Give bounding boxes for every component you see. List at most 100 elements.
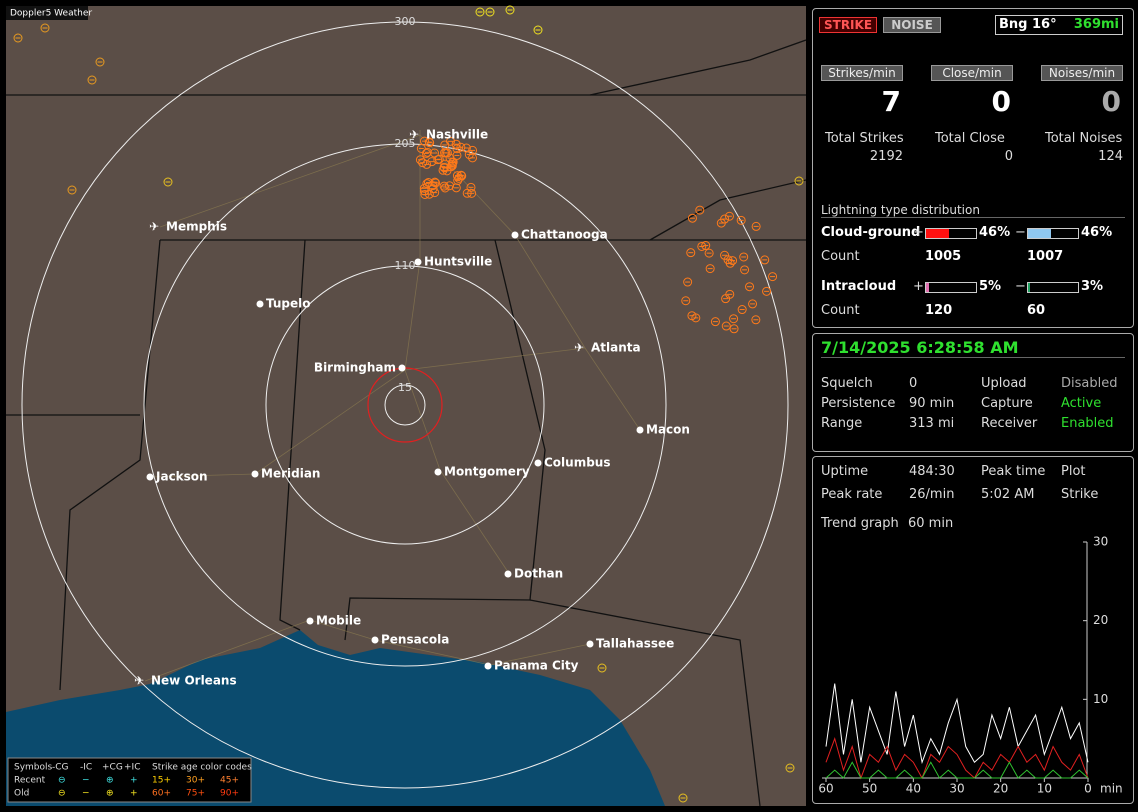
total-value: 0 (1004, 149, 1013, 164)
rate-value: 0 (991, 85, 1011, 118)
status-text: Range (821, 416, 863, 431)
strike-symbol (686, 248, 696, 258)
strike-button[interactable]: STRIKE (819, 17, 877, 33)
trend-text: Plot (1061, 464, 1086, 479)
status-text: Upload (981, 376, 1027, 391)
legend-symbol: ⊖ (58, 789, 66, 799)
status-text: Active (1061, 396, 1102, 411)
strike-symbol (485, 7, 495, 17)
strike-symbol (416, 143, 426, 153)
city-label: Memphis (166, 220, 227, 234)
strike-symbol (736, 215, 746, 225)
trend-panel: Uptime 484:30 Peak time Plot Peak rate 26/min… (812, 456, 1134, 804)
dist-label: Intracloud (821, 279, 897, 294)
status-text: Squelch (821, 376, 873, 391)
strike-symbol (683, 277, 693, 287)
city-dot (434, 468, 442, 476)
trend-label: Trend graph (821, 516, 899, 531)
state-lines (6, 39, 806, 806)
trend-text: Strike (1061, 487, 1099, 502)
airport-icon: ✈ (134, 674, 144, 688)
airport-icon: ✈ (149, 220, 159, 234)
strike-symbol (415, 155, 425, 165)
strike-symbol (451, 183, 461, 193)
legend-header: Strike age color codes (152, 763, 252, 773)
legend-header: -IC (80, 763, 92, 773)
strike-symbol (468, 153, 478, 163)
percent-label: 5% (979, 279, 1002, 294)
city-label: Panama City (494, 659, 579, 673)
strike-symbol (729, 324, 739, 334)
strike-symbol (681, 296, 691, 306)
strike-symbol (454, 173, 464, 183)
trend-text: Peak rate (821, 487, 883, 502)
city-dot (251, 470, 259, 478)
airport-icon: ✈ (409, 128, 419, 142)
strike-symbol (533, 25, 543, 35)
strike-symbol (695, 205, 705, 215)
strike-symbol (705, 264, 715, 274)
strike-symbol (505, 5, 515, 15)
city-label: Mobile (316, 614, 361, 628)
strike-symbol (745, 282, 755, 292)
range-label: 110 (395, 259, 416, 272)
strike-symbol (724, 211, 734, 221)
city-label: Tallahassee (596, 637, 674, 651)
legend-age: 45+ (220, 776, 239, 786)
percent-bar-frame (925, 282, 977, 293)
legend-row-label: Recent (14, 776, 46, 786)
city-dot (484, 662, 492, 670)
airport-icon: ✈ (574, 341, 584, 355)
strike-symbol (740, 265, 750, 275)
legend-header: -CG (52, 763, 69, 773)
status-text: Receiver (981, 416, 1038, 431)
title-box (6, 6, 88, 20)
rate-value: 7 (881, 85, 901, 118)
legend-symbol: + (130, 776, 138, 786)
strike-symbol (597, 663, 607, 673)
strike-symbol (418, 158, 428, 168)
strike-symbol (704, 248, 714, 258)
range-label: 205 (395, 137, 416, 150)
city-label: Dothan (514, 567, 563, 581)
total-label: Total Close (935, 131, 1005, 146)
status-text: 0 (909, 376, 918, 391)
legend-symbol: − (82, 789, 90, 799)
legend-age: 90+ (220, 789, 239, 799)
strike-symbol (751, 221, 761, 231)
percent-bar-frame (1027, 228, 1079, 239)
strike-symbol (721, 321, 731, 331)
strike-symbol (794, 176, 804, 186)
trend-text: 5:02 AM (981, 487, 1035, 502)
city-dot (586, 640, 594, 648)
status-panel: 7/14/2025 6:28:58 AM Squelch 0 Upload Disab… (812, 333, 1134, 452)
total-label: Total Strikes (825, 131, 904, 146)
strike-symbol (725, 258, 735, 268)
strike-symbol (445, 181, 455, 191)
legend-header: +CG (102, 763, 123, 773)
legend-symbol: ⊕ (106, 789, 114, 799)
datetime: 7/14/2025 6:28:58 AM (821, 338, 1125, 358)
total-value: 2192 (869, 149, 903, 164)
strike-symbol (452, 144, 462, 154)
legend-age: 75+ (186, 789, 205, 799)
strike-symbol (431, 178, 441, 188)
distribution-title: Lightning type distribution (821, 203, 1125, 218)
city-label: Nashville (426, 128, 488, 142)
strike-symbol (446, 162, 456, 172)
strike-symbol (725, 289, 735, 299)
strike-symbol (424, 137, 434, 147)
noise-button[interactable]: NOISE (883, 17, 941, 33)
city-dot (146, 473, 154, 481)
map: 300 205 110 15 ✈ Nashville ✈ Memphis Chattanoog… (6, 5, 806, 806)
strike-symbol (95, 57, 105, 67)
strike-symbol (447, 161, 457, 171)
trend-value: 60 min (908, 516, 954, 531)
strike-symbol (422, 159, 432, 169)
strike-symbol (739, 252, 749, 262)
rate-header: Close/min (931, 65, 1013, 81)
city-label: Montgomery (444, 465, 530, 479)
count: 60 (1027, 303, 1046, 318)
strike-symbol (691, 313, 701, 323)
minus-sign: − (1015, 225, 1026, 240)
